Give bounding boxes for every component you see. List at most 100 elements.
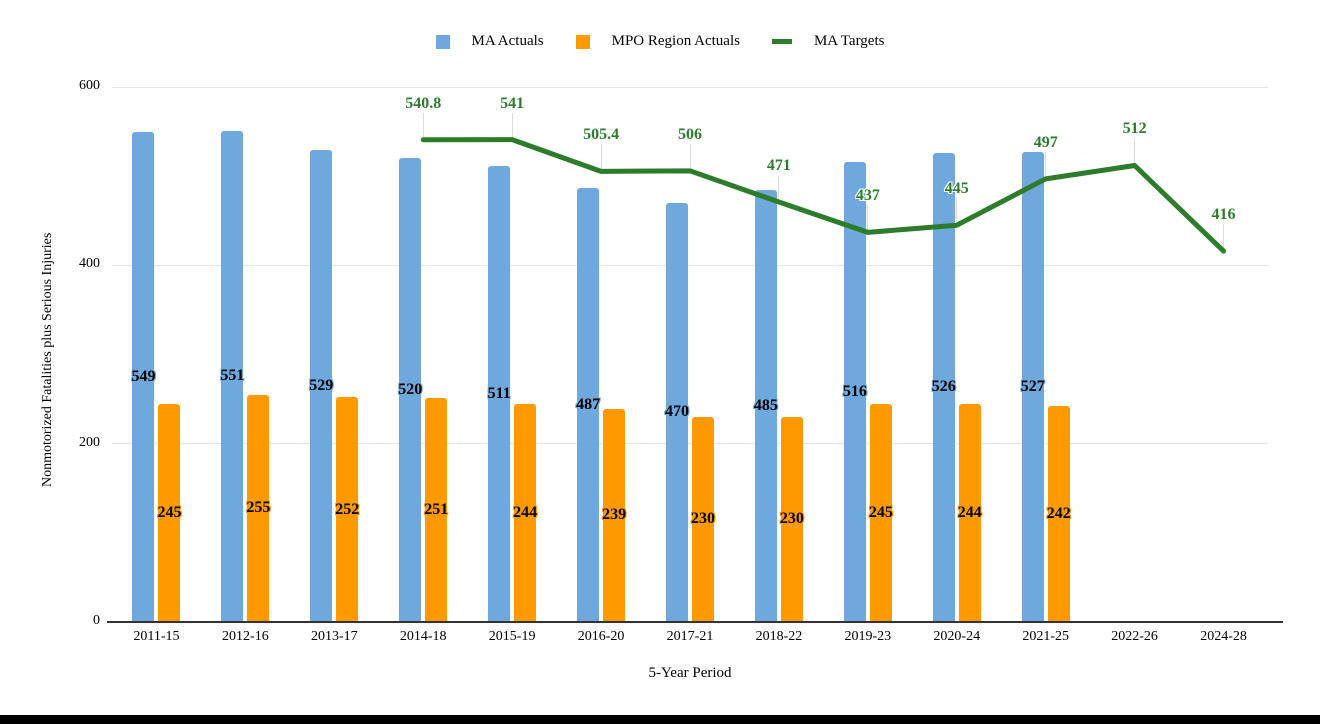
mpo-region-actuals-swatch-icon [575, 34, 590, 49]
gridline-y-200 [112, 443, 1268, 445]
gridline-y-400 [112, 264, 1268, 266]
target-leader-line [1134, 138, 1136, 165]
annotation-ma-actuals-2016-20: 487 [576, 395, 601, 413]
y-tick-label-200: 200 [79, 434, 100, 450]
annotation-ma-targets: 541 [500, 94, 525, 112]
target-leader-line [956, 198, 958, 225]
annotation-mpo-region-actuals-2011-15: 245 [157, 503, 182, 521]
bar-mpo-region-actuals-2018-22 [780, 416, 803, 622]
x-tick-label-2022-26: 2022-26 [1111, 629, 1158, 644]
annotation-ma-actuals-2012-16: 551 [220, 367, 245, 385]
y-tick-label-0: 0 [93, 613, 100, 628]
bar-ma-actuals-2018-22 [754, 189, 777, 622]
bar-ma-actuals-2015-19 [488, 166, 511, 622]
legend-label-ma-actuals: MA Actuals [471, 33, 544, 49]
target-leader-line [600, 144, 602, 171]
y-tick-label-600: 600 [79, 78, 100, 93]
annotation-ma-targets: 506 [678, 125, 702, 143]
x-axis-title: 5-Year Period [648, 665, 732, 681]
annotation-ma-targets: 437 [855, 187, 880, 205]
legend-label-ma-targets: MA Targets [813, 33, 885, 49]
annotation-mpo-region-actuals-2012-16: 255 [246, 499, 271, 517]
legend-item-ma-actuals[interactable]: MA Actuals [435, 33, 544, 50]
annotation-ma-actuals-2020-24: 526 [931, 378, 956, 396]
annotation-mpo-region-actuals-2014-18: 251 [424, 501, 449, 519]
annotation-mpo-region-actuals-2020-24: 244 [957, 504, 982, 522]
target-leader-line [689, 143, 691, 170]
target-leader-line [422, 112, 424, 139]
x-tick-label-2024-28: 2024-28 [1200, 629, 1247, 644]
x-tick-label-2014-18: 2014-18 [399, 629, 447, 644]
x-tick-label-2013-17: 2013-17 [310, 629, 358, 644]
annotation-ma-targets: 497 [1033, 133, 1058, 151]
annotation-ma-targets: 505.4 [583, 126, 620, 144]
x-axis-line [107, 621, 1283, 623]
ma-targets-line-swatch-icon [771, 39, 792, 44]
bar-mpo-region-actuals-2019-23 [869, 403, 892, 622]
annotation-ma-actuals-2013-17: 529 [309, 377, 334, 395]
annotation-ma-actuals-2015-19: 511 [487, 385, 511, 403]
bar-mpo-region-actuals-2021-25 [1047, 406, 1070, 622]
annotation-ma-targets: 471 [766, 157, 791, 175]
annotation-mpo-region-actuals-2013-17: 252 [335, 500, 360, 518]
legend-item-ma-targets[interactable]: MA Targets [771, 33, 885, 50]
bar-ma-actuals-2011-15 [132, 132, 155, 622]
x-tick-label-2017-21: 2017-21 [666, 629, 714, 644]
annotation-mpo-region-actuals-2015-19: 244 [513, 504, 538, 522]
annotation-mpo-region-actuals-2016-20: 239 [602, 506, 627, 524]
annotation-ma-targets: 540.8 [405, 94, 442, 112]
plot-area: 549 551 529 520 511 487 470 485 516 526 527 245 255 2… [107, 86, 1283, 623]
x-tick-label-2016-20: 2016-20 [577, 629, 625, 644]
legend-item-mpo-region-actuals[interactable]: MPO Region Actuals [575, 33, 740, 50]
x-tick-label-2019-23: 2019-23 [844, 629, 892, 644]
bar-mpo-region-actuals-2016-20 [603, 408, 626, 622]
annotation-ma-actuals-2011-15: 549 [131, 368, 156, 386]
target-leader-line [1223, 224, 1225, 251]
annotation-ma-actuals-2018-22: 485 [753, 396, 778, 414]
legend-label-mpo-region-actuals: MPO Region Actuals [611, 33, 740, 49]
annotation-ma-targets: 512 [1122, 120, 1147, 138]
ma-targets-line [420, 137, 1227, 254]
bar-ma-actuals-2017-21 [666, 202, 688, 622]
legend: MA Actuals MPO Region Actuals MA Targets [0, 33, 1320, 50]
bar-ma-actuals-2014-18 [399, 158, 422, 622]
x-tick-label-2015-19: 2015-19 [488, 629, 536, 644]
y-tick-label-400: 400 [79, 256, 100, 272]
annotation-ma-actuals-2019-23: 516 [842, 382, 867, 400]
bar-ma-actuals-2021-25 [1021, 152, 1044, 622]
annotation-mpo-region-actuals-2018-22: 230 [779, 510, 804, 528]
annotation-mpo-region-actuals-2017-21: 230 [691, 510, 715, 528]
x-tick-label-2011-15: 2011-15 [133, 629, 180, 644]
target-leader-line [867, 205, 869, 232]
footer-bar [0, 715, 1320, 724]
bar-mpo-region-actuals-2012-16 [247, 394, 270, 622]
bar-mpo-region-actuals-2017-21 [692, 416, 714, 622]
x-tick-label-2020-24: 2020-24 [933, 629, 981, 644]
annotation-mpo-region-actuals-2019-23: 245 [868, 503, 893, 521]
target-leader-line [511, 112, 513, 139]
x-tick-label-2021-25: 2021-25 [1022, 629, 1070, 644]
bar-ma-actuals-2019-23 [843, 161, 866, 622]
bar-mpo-region-actuals-2020-24 [958, 404, 981, 622]
bar-mpo-region-actuals-2015-19 [514, 404, 537, 622]
annotation-ma-actuals-2014-18: 520 [398, 381, 423, 399]
x-tick-label-2012-16: 2012-16 [222, 629, 269, 644]
x-tick-label-2018-22: 2018-22 [755, 629, 803, 644]
annotation-ma-targets: 445 [944, 180, 969, 198]
bar-mpo-region-actuals-2011-15 [158, 403, 181, 622]
ma-actuals-swatch-icon [435, 34, 450, 49]
annotation-ma-actuals-2021-25: 527 [1020, 378, 1045, 396]
annotation-ma-actuals-2017-21: 470 [665, 403, 689, 421]
gridline-y-600 [112, 86, 1268, 88]
bar-ma-actuals-2013-17 [310, 150, 333, 622]
bar-ma-actuals-2016-20 [577, 187, 600, 622]
annotation-ma-targets: 416 [1211, 206, 1236, 224]
target-leader-line [778, 175, 780, 202]
bar-ma-actuals-2020-24 [932, 152, 955, 622]
target-leader-line [1045, 151, 1047, 178]
bar-mpo-region-actuals-2013-17 [336, 397, 359, 622]
bar-mpo-region-actuals-2014-18 [425, 398, 448, 622]
annotation-mpo-region-actuals-2021-25: 242 [1046, 505, 1071, 523]
bar-ma-actuals-2012-16 [221, 130, 244, 622]
